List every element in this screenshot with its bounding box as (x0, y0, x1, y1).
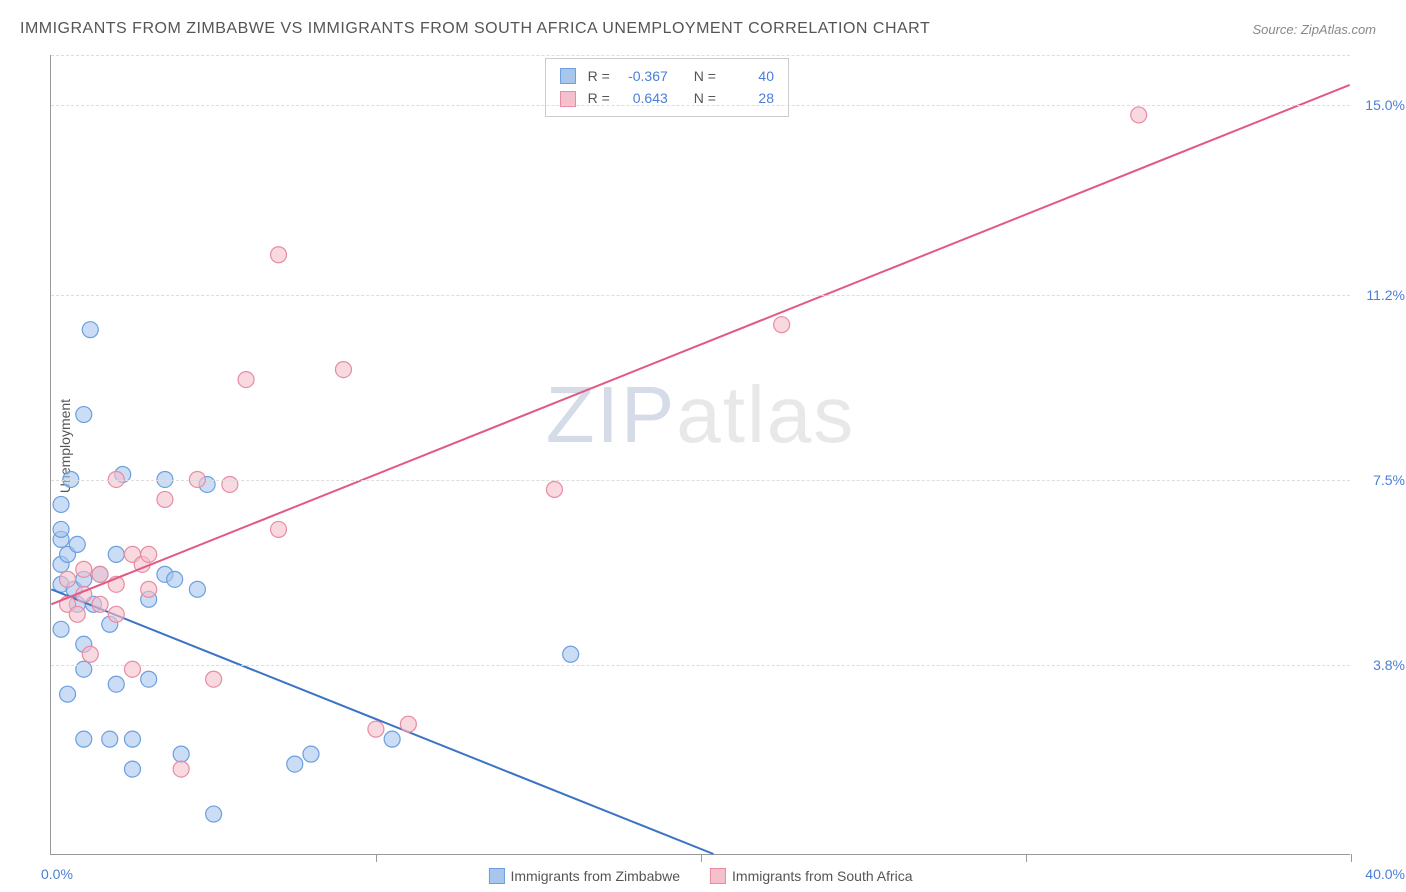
data-point (108, 676, 124, 692)
legend-swatch-zimbabwe (488, 868, 504, 884)
r-value-southafrica: 0.643 (618, 87, 668, 109)
r-value-zimbabwe: -0.367 (618, 65, 668, 87)
data-point (53, 496, 69, 512)
data-point (222, 476, 238, 492)
data-point (384, 731, 400, 747)
n-value-zimbabwe: 40 (724, 65, 774, 87)
legend-label-zimbabwe: Immigrants from Zimbabwe (510, 868, 680, 884)
gridline (51, 105, 1350, 106)
data-point (92, 596, 108, 612)
data-point (82, 646, 98, 662)
data-point (400, 716, 416, 732)
data-point (335, 362, 351, 378)
chart-title: IMMIGRANTS FROM ZIMBABWE VS IMMIGRANTS F… (20, 20, 930, 38)
data-point (303, 746, 319, 762)
data-point (92, 566, 108, 582)
data-point (271, 247, 287, 263)
data-point (60, 571, 76, 587)
legend-swatch-southafrica (710, 868, 726, 884)
data-point (238, 372, 254, 388)
data-point (287, 756, 303, 772)
chart-svg (51, 55, 1350, 854)
data-point (124, 661, 140, 677)
data-point (53, 621, 69, 637)
data-point (546, 481, 562, 497)
data-point (76, 407, 92, 423)
x-tick (1351, 854, 1352, 862)
data-point (76, 661, 92, 677)
data-point (173, 746, 189, 762)
n-label: N = (694, 87, 716, 109)
legend-item-zimbabwe: Immigrants from Zimbabwe (488, 868, 680, 884)
data-point (69, 606, 85, 622)
data-point (206, 671, 222, 687)
x-tick (376, 854, 377, 862)
regression-line (51, 589, 713, 854)
data-point (82, 322, 98, 338)
gridline (51, 665, 1350, 666)
legend-label-southafrica: Immigrants from South Africa (732, 868, 913, 884)
data-point (141, 581, 157, 597)
stats-swatch-zimbabwe (560, 68, 576, 84)
data-point (157, 491, 173, 507)
y-tick-label: 15.0% (1355, 97, 1405, 113)
regression-line (51, 85, 1349, 604)
y-tick-label: 7.5% (1355, 472, 1405, 488)
data-point (774, 317, 790, 333)
data-point (189, 581, 205, 597)
correlation-stats-box: R = -0.367 N = 40 R = 0.643 N = 28 (545, 58, 789, 117)
stats-row-zimbabwe: R = -0.367 N = 40 (560, 65, 774, 87)
data-point (53, 521, 69, 537)
data-point (173, 761, 189, 777)
n-value-southafrica: 28 (724, 87, 774, 109)
data-point (368, 721, 384, 737)
r-label: R = (588, 65, 610, 87)
data-point (124, 731, 140, 747)
r-label: R = (588, 87, 610, 109)
data-point (108, 546, 124, 562)
data-point (60, 686, 76, 702)
data-point (141, 671, 157, 687)
data-point (563, 646, 579, 662)
source-attribution: Source: ZipAtlas.com (1252, 22, 1376, 37)
y-tick-label: 3.8% (1355, 657, 1405, 673)
gridline (51, 480, 1350, 481)
data-point (69, 536, 85, 552)
plot-area: ZIPatlas R = -0.367 N = 40 R = 0.643 N =… (50, 55, 1350, 855)
data-point (102, 731, 118, 747)
data-point (271, 521, 287, 537)
data-point (76, 731, 92, 747)
data-point (76, 561, 92, 577)
legend: Immigrants from Zimbabwe Immigrants from… (488, 868, 912, 884)
y-tick-label: 11.2% (1355, 287, 1405, 303)
x-tick (1026, 854, 1027, 862)
gridline (51, 295, 1350, 296)
x-tick (701, 854, 702, 862)
data-point (167, 571, 183, 587)
data-point (206, 806, 222, 822)
data-point (1131, 107, 1147, 123)
legend-item-southafrica: Immigrants from South Africa (710, 868, 913, 884)
stats-row-southafrica: R = 0.643 N = 28 (560, 87, 774, 109)
data-point (108, 606, 124, 622)
data-point (124, 761, 140, 777)
x-axis-min-label: 0.0% (41, 866, 73, 882)
x-axis-max-label: 40.0% (1365, 866, 1405, 882)
data-point (141, 546, 157, 562)
n-label: N = (694, 65, 716, 87)
gridline (51, 55, 1350, 56)
